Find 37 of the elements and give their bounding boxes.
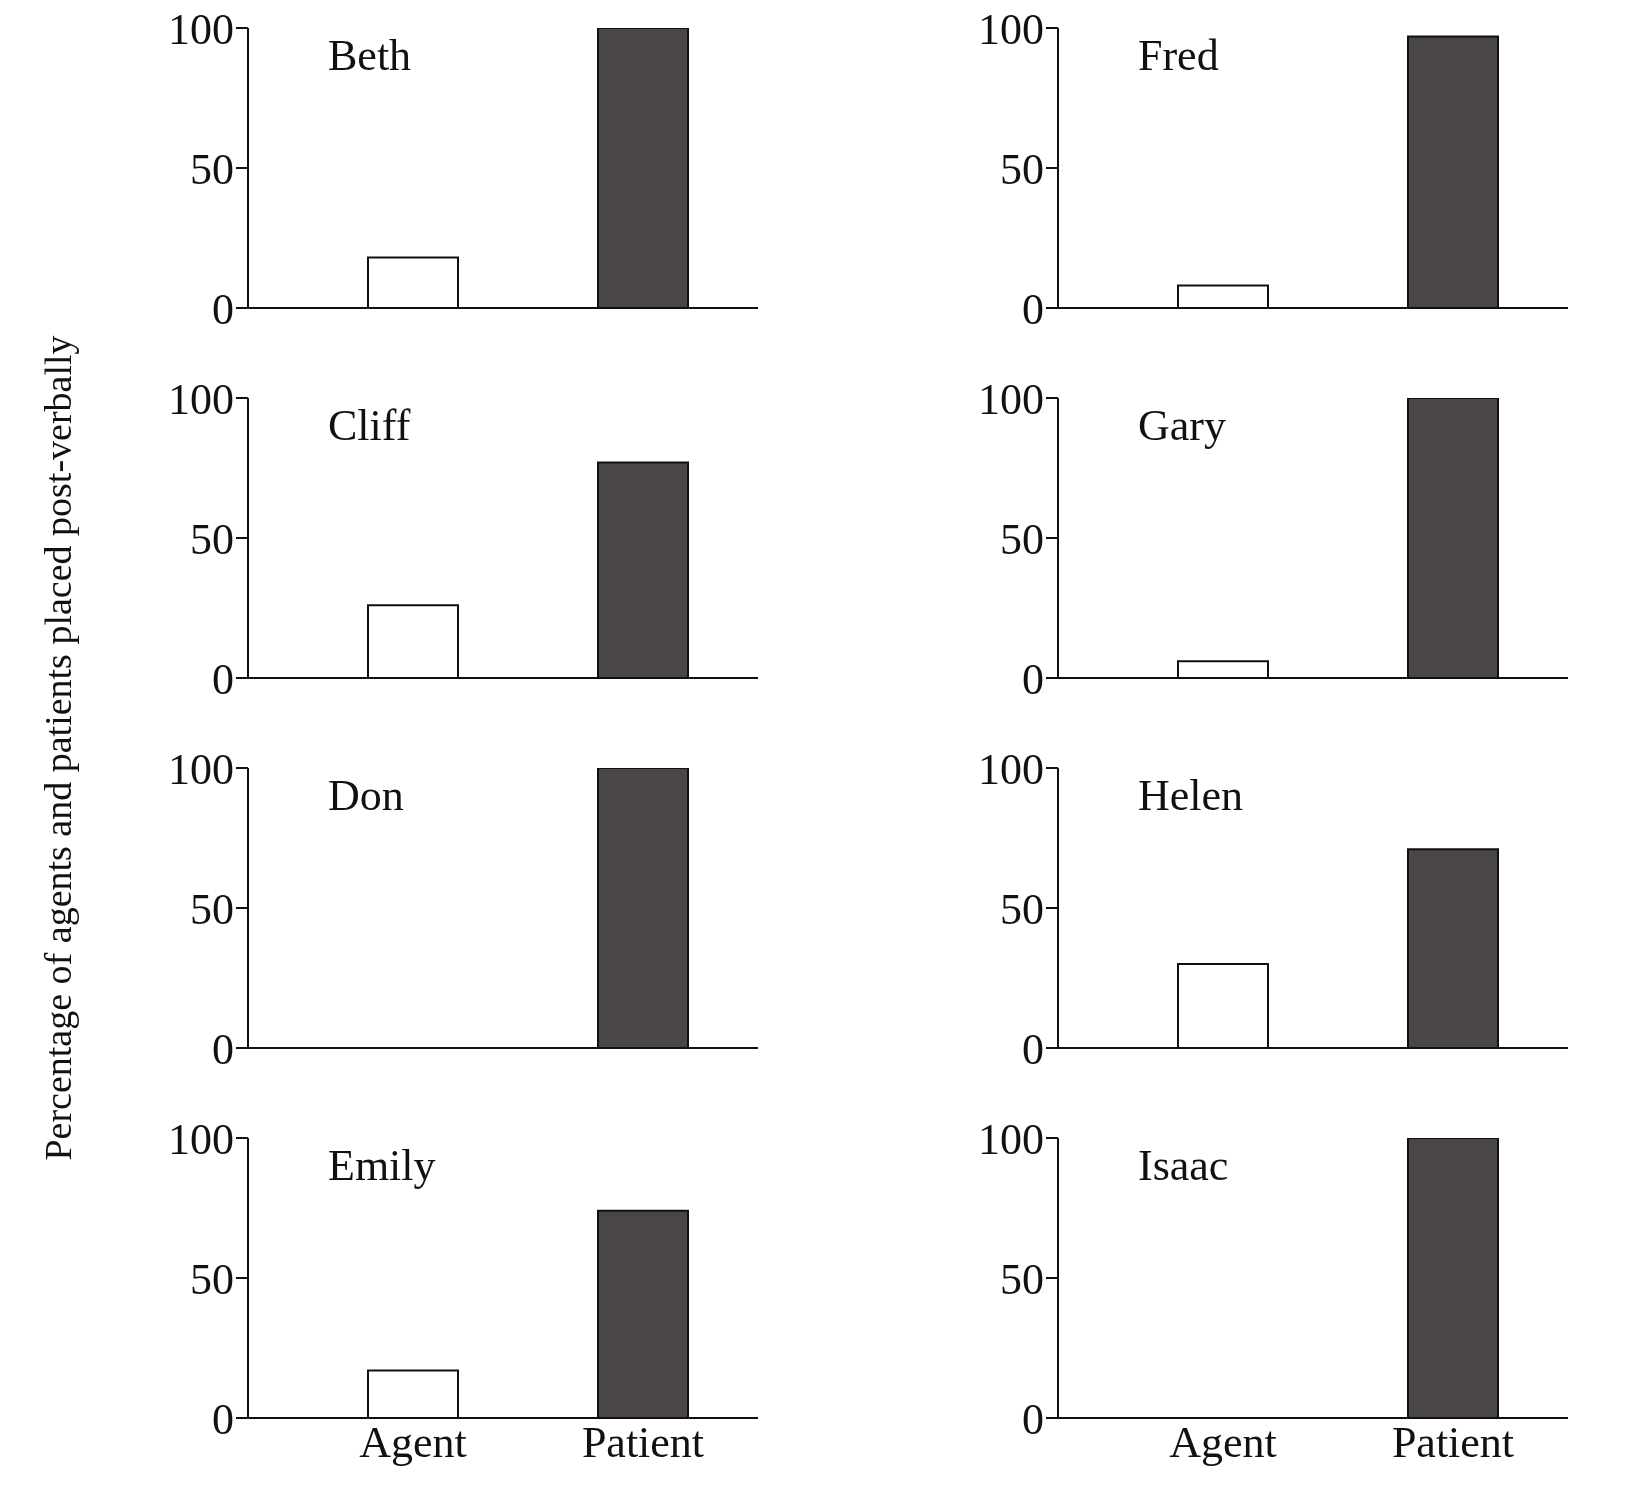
x-tick-label: Patient xyxy=(1391,1418,1515,1468)
chart-title: Fred xyxy=(1138,30,1219,81)
y-tick-label: 100 xyxy=(168,374,234,424)
x-tick-label: Agent xyxy=(1169,1418,1277,1468)
chart-title: Isaac xyxy=(1138,1140,1229,1191)
y-tick-label: 50 xyxy=(190,144,234,194)
y-tick-label: 50 xyxy=(1000,1254,1044,1304)
y-tick-label: 0 xyxy=(1022,654,1044,704)
chart-title: Helen xyxy=(1138,770,1244,821)
y-tick-label: 0 xyxy=(212,654,234,704)
x-tick-label: Patient xyxy=(581,1418,705,1468)
y-tick-label: 100 xyxy=(978,374,1044,424)
chart-title: Emily xyxy=(328,1140,436,1191)
y-tick-label: 50 xyxy=(190,884,234,934)
y-tick-label: 0 xyxy=(212,1394,234,1444)
y-axis-title: Percentage of agents and patients placed post-verbally xyxy=(36,335,80,1161)
chart-title: Gary xyxy=(1138,400,1226,451)
y-tick-label: 50 xyxy=(1000,884,1044,934)
y-tick-label: 0 xyxy=(1022,284,1044,334)
x-tick-label: Agent xyxy=(359,1418,467,1468)
chart-title: Cliff xyxy=(328,400,411,451)
y-tick-label: 50 xyxy=(190,1254,234,1304)
y-tick-label: 50 xyxy=(190,514,234,564)
y-tick-label: 100 xyxy=(978,4,1044,54)
y-tick-label: 100 xyxy=(168,744,234,794)
y-tick-label: 100 xyxy=(978,1114,1044,1164)
chart-title: Beth xyxy=(328,30,412,81)
y-tick-label: 0 xyxy=(1022,1394,1044,1444)
y-tick-label: 100 xyxy=(168,1114,234,1164)
y-tick-label: 50 xyxy=(1000,514,1044,564)
chart-title: Don xyxy=(328,770,404,821)
y-tick-label: 50 xyxy=(1000,144,1044,194)
y-tick-label: 100 xyxy=(168,4,234,54)
y-tick-label: 0 xyxy=(212,1024,234,1074)
y-tick-label: 100 xyxy=(978,744,1044,794)
y-tick-label: 0 xyxy=(212,284,234,334)
y-tick-label: 0 xyxy=(1022,1024,1044,1074)
